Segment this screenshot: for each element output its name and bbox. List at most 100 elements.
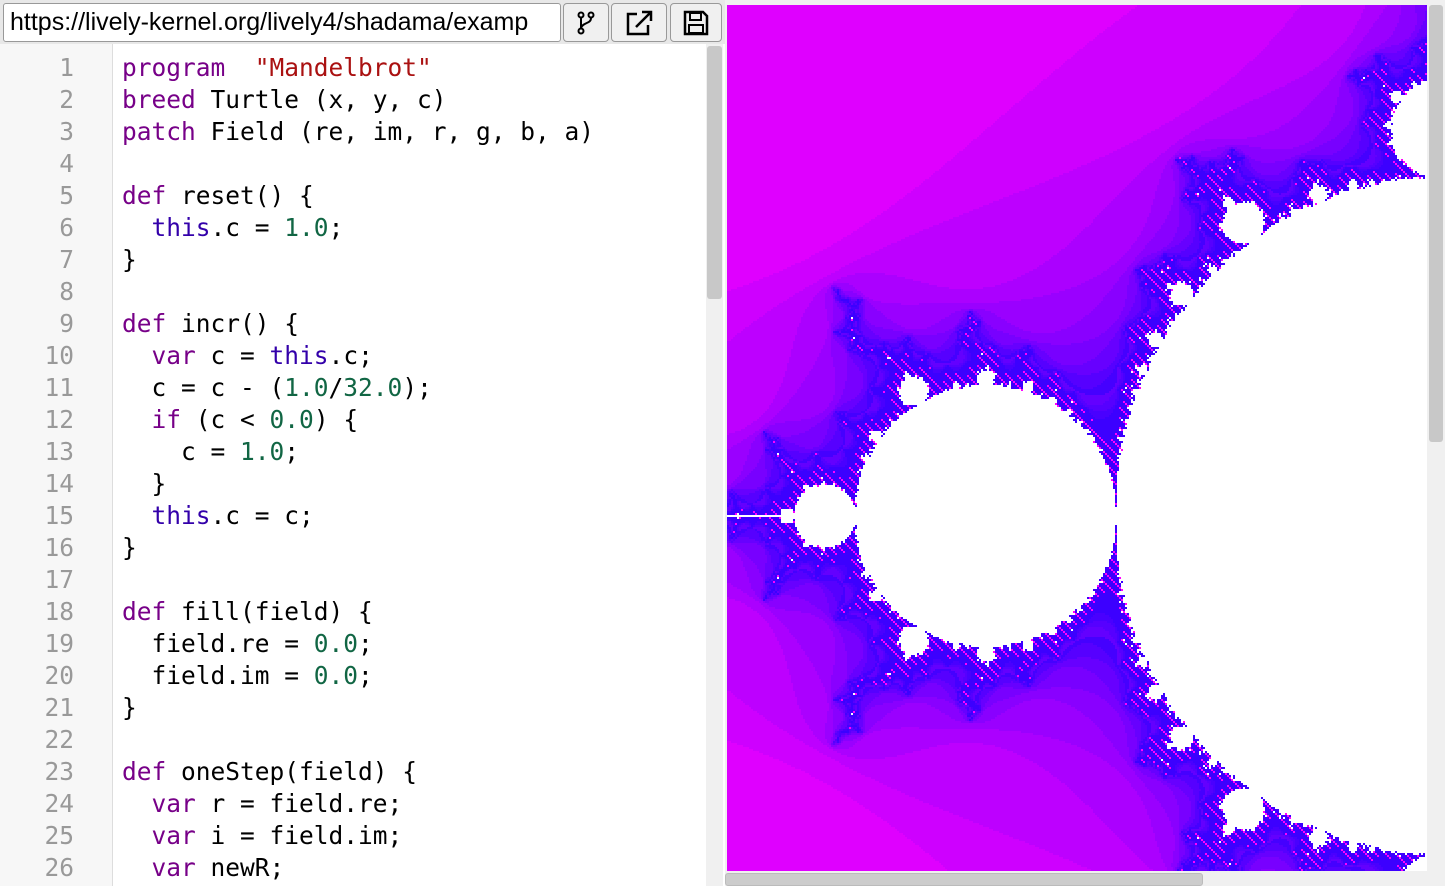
- line-number: 22: [44, 725, 74, 754]
- line-number: 25: [44, 821, 74, 850]
- code-token: 1.0: [240, 437, 285, 466]
- line-number: 8: [59, 277, 74, 306]
- code-token: i = field.im;: [195, 821, 403, 850]
- line-number: 9: [59, 309, 74, 338]
- line-number: 4: [59, 149, 74, 178]
- code-token: .c =: [210, 213, 285, 242]
- code-line[interactable]: def fill(field) {: [122, 596, 373, 628]
- code-token: var: [151, 789, 196, 818]
- code-editor[interactable]: 1 2 3 4 5 6 7 8 9 10 11 12 13 14 15 16 17 18 19 20 21 22 23 24 2…: [0, 44, 725, 886]
- scrollbar-thumb[interactable]: [707, 46, 722, 299]
- shadama-view: [725, 0, 1445, 886]
- code-token: );: [402, 373, 432, 402]
- scrollbar-thumb[interactable]: [725, 873, 1203, 886]
- line-number: 5: [59, 181, 74, 210]
- code-token: }: [122, 533, 137, 562]
- code-token: def: [122, 309, 167, 338]
- view-horizontal-scrollbar[interactable]: [725, 872, 1427, 886]
- code-token: }: [122, 693, 137, 722]
- url-input[interactable]: https://lively-kernel.org/lively4/shadam…: [3, 3, 561, 42]
- code-line[interactable]: breed Turtle (x, y, c): [122, 84, 447, 116]
- code-token: this: [151, 501, 211, 530]
- code-token: [122, 501, 152, 530]
- code-token: [122, 341, 152, 370]
- line-number: 26: [44, 853, 74, 882]
- code-line[interactable]: field.re = 0.0;: [122, 628, 373, 660]
- code-token: (c <: [181, 405, 270, 434]
- code-token: field.re =: [122, 629, 314, 658]
- code-line[interactable]: if (c < 0.0) {: [122, 404, 359, 436]
- code-token: /: [328, 373, 344, 402]
- line-number: 23: [44, 757, 74, 786]
- code-token: 0.0: [269, 405, 314, 434]
- line-number: 12: [44, 405, 74, 434]
- line-number: 17: [44, 565, 74, 594]
- code-token: r = field.re;: [195, 789, 403, 818]
- code-line[interactable]: this.c = 1.0;: [122, 212, 344, 244]
- code-line[interactable]: var i = field.im;: [122, 820, 403, 852]
- save-button[interactable]: [670, 3, 722, 42]
- code-token: }: [122, 245, 137, 274]
- code-token: var: [151, 341, 196, 370]
- mandelbrot-canvas[interactable]: [727, 5, 1427, 871]
- code-line[interactable]: this.c = c;: [122, 500, 314, 532]
- code-line[interactable]: }: [122, 468, 167, 500]
- code-token: .c;: [328, 341, 373, 370]
- scrollbar-thumb[interactable]: [1429, 5, 1443, 442]
- line-number: 15: [44, 501, 74, 530]
- code-token: [122, 853, 152, 882]
- code-line[interactable]: def incr() {: [122, 308, 299, 340]
- code-line[interactable]: var r = field.re;: [122, 788, 403, 820]
- line-number: 6: [59, 213, 74, 242]
- code-token: 0.0: [313, 661, 359, 690]
- code-token: ;: [328, 213, 344, 242]
- line-number: 20: [44, 661, 74, 690]
- code-token: [122, 821, 152, 850]
- code-line[interactable]: program "Mandelbrot": [122, 52, 432, 84]
- external-link-icon: [626, 10, 653, 35]
- code-line[interactable]: def reset() {: [122, 180, 314, 212]
- code-token: reset() {: [166, 181, 314, 210]
- line-number: 1: [59, 53, 74, 82]
- code-token: ;: [358, 629, 373, 658]
- code-token: ;: [358, 661, 373, 690]
- code-token: 32.0: [343, 373, 403, 402]
- code-token: [122, 789, 152, 818]
- code-line[interactable]: }: [122, 244, 137, 276]
- editor-vertical-scrollbar[interactable]: [706, 44, 723, 886]
- open-external-button[interactable]: [611, 3, 667, 42]
- code-token: c =: [195, 341, 270, 370]
- code-token: def: [122, 757, 167, 786]
- code-line[interactable]: def oneStep(field) {: [122, 756, 417, 788]
- branch-button[interactable]: [563, 3, 609, 42]
- line-number: 7: [59, 245, 74, 274]
- code-token: }: [122, 469, 167, 498]
- code-token: program: [122, 53, 226, 82]
- line-number-gutter: 1 2 3 4 5 6 7 8 9 10 11 12 13 14 15 16 17 18 19 20 21 22 23 24 2…: [0, 44, 113, 886]
- code-line[interactable]: }: [122, 692, 137, 724]
- code-line[interactable]: var newR;: [122, 852, 285, 884]
- code-token: field.im =: [122, 661, 314, 690]
- code-line[interactable]: }: [122, 532, 137, 564]
- code-token: oneStep(field) {: [166, 757, 418, 786]
- line-number: 11: [44, 373, 74, 402]
- code-line[interactable]: c = 1.0;: [122, 436, 299, 468]
- code-line[interactable]: var c = this.c;: [122, 340, 373, 372]
- line-number: 14: [44, 469, 74, 498]
- code-token: "Mandelbrot": [254, 53, 432, 82]
- code-line[interactable]: patch Field (re, im, r, g, b, a): [122, 116, 594, 148]
- code-token: [122, 213, 152, 242]
- toolbar: https://lively-kernel.org/lively4/shadam…: [0, 0, 725, 44]
- view-vertical-scrollbar[interactable]: [1427, 0, 1445, 872]
- line-number: 21: [44, 693, 74, 722]
- code-token: var: [151, 853, 196, 882]
- code-line[interactable]: c = c - (1.0/32.0);: [122, 372, 432, 404]
- code-token: fill(field) {: [166, 597, 373, 626]
- code-token: this: [151, 213, 211, 242]
- code-token: ) {: [313, 405, 359, 434]
- code-line[interactable]: field.im = 0.0;: [122, 660, 373, 692]
- code-token: c =: [122, 437, 241, 466]
- line-number: 19: [44, 629, 74, 658]
- line-number: 24: [44, 789, 74, 818]
- code-token: this: [269, 341, 329, 370]
